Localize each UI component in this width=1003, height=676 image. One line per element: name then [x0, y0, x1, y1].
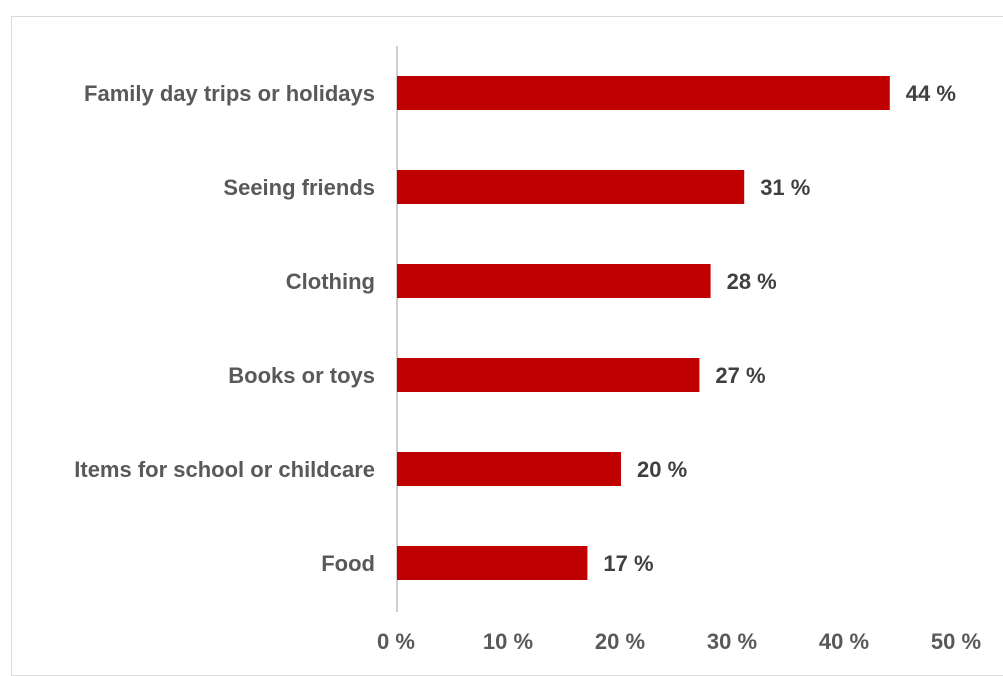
- bars-group: [397, 76, 890, 580]
- x-tick-label: 10 %: [483, 629, 533, 654]
- value-label-books-or-toys: 27 %: [715, 363, 765, 388]
- value-label-clothing: 28 %: [727, 269, 777, 294]
- bar-items-for-school-or-childcare: [397, 452, 621, 486]
- value-labels: 44 % 31 % 28 % 27 % 20 % 17 %: [603, 81, 956, 576]
- category-label-seeing-friends: Seeing friends: [223, 175, 375, 200]
- bar-family-day-trips-or-holidays: [397, 76, 890, 110]
- x-axis-ticks: 0 % 10 % 20 % 30 % 40 % 50 %: [377, 629, 981, 654]
- bar-food: [397, 546, 588, 580]
- category-label-clothing: Clothing: [286, 269, 375, 294]
- bar-clothing: [397, 264, 711, 298]
- value-label-items-for-school-or-childcare: 20 %: [637, 457, 687, 482]
- value-label-seeing-friends: 31 %: [760, 175, 810, 200]
- category-label-books-or-toys: Books or toys: [228, 363, 375, 388]
- category-labels: Family day trips or holidays Seeing frien…: [74, 81, 375, 576]
- x-tick-label: 20 %: [595, 629, 645, 654]
- x-tick-label: 40 %: [819, 629, 869, 654]
- bar-chart: Family day trips or holidays Seeing frien…: [74, 46, 981, 654]
- bar-books-or-toys: [397, 358, 700, 392]
- x-tick-label: 50 %: [931, 629, 981, 654]
- value-label-family-day-trips-or-holidays: 44 %: [906, 81, 956, 106]
- category-label-food: Food: [321, 551, 375, 576]
- category-label-items-for-school-or-childcare: Items for school or childcare: [74, 457, 375, 482]
- x-tick-label: 30 %: [707, 629, 757, 654]
- x-tick-label: 0 %: [377, 629, 415, 654]
- bar-seeing-friends: [397, 170, 745, 204]
- value-label-food: 17 %: [603, 551, 653, 576]
- category-label-family-day-trips-or-holidays: Family day trips or holidays: [84, 81, 375, 106]
